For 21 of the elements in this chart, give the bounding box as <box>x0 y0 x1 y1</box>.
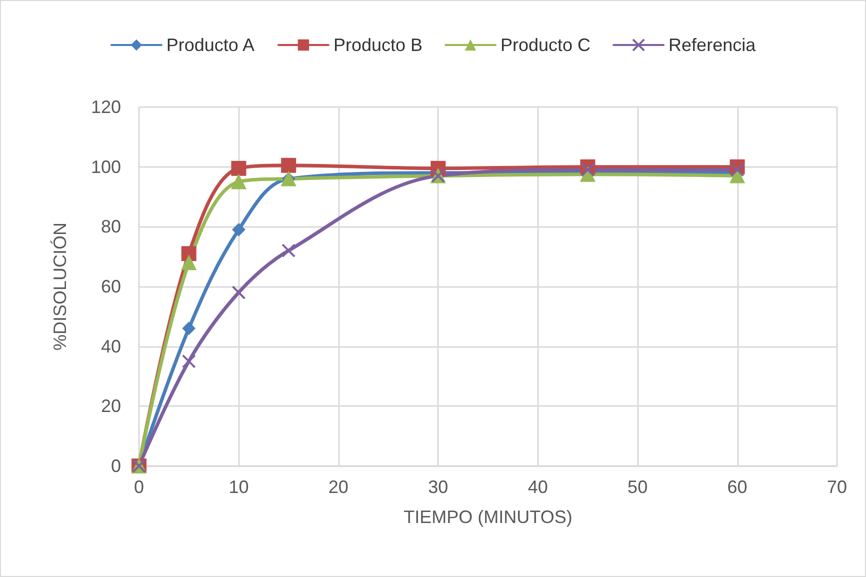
y-tick-label: 100 <box>90 156 121 177</box>
x-tick-label: 50 <box>628 477 648 497</box>
x-tick-label: 70 <box>826 477 848 497</box>
y-tick-label: 60 <box>100 276 121 296</box>
y-tick-label: 80 <box>100 216 121 237</box>
x-axis-title: TIEMPO (MINUTOS) <box>404 507 572 527</box>
y-tick-label: 20 <box>100 396 121 416</box>
legend-label: Producto A <box>166 35 254 55</box>
legend-label: Producto C <box>500 35 591 55</box>
legend-label: Producto B <box>333 35 423 55</box>
x-tick-label: 40 <box>528 477 548 497</box>
x-tick-label: 0 <box>134 477 144 497</box>
y-tick-label: 40 <box>100 336 121 356</box>
y-tick-label: 120 <box>90 97 121 117</box>
legend-label: Referencia <box>668 35 757 55</box>
y-tick-label: 0 <box>110 456 121 476</box>
x-tick-label: 20 <box>328 477 348 497</box>
x-tick-label: 10 <box>228 477 249 497</box>
x-tick-label: 30 <box>428 477 448 497</box>
x-tick-label: 60 <box>727 477 748 497</box>
y-axis-title: %DISOLUCIÓN <box>50 222 70 351</box>
